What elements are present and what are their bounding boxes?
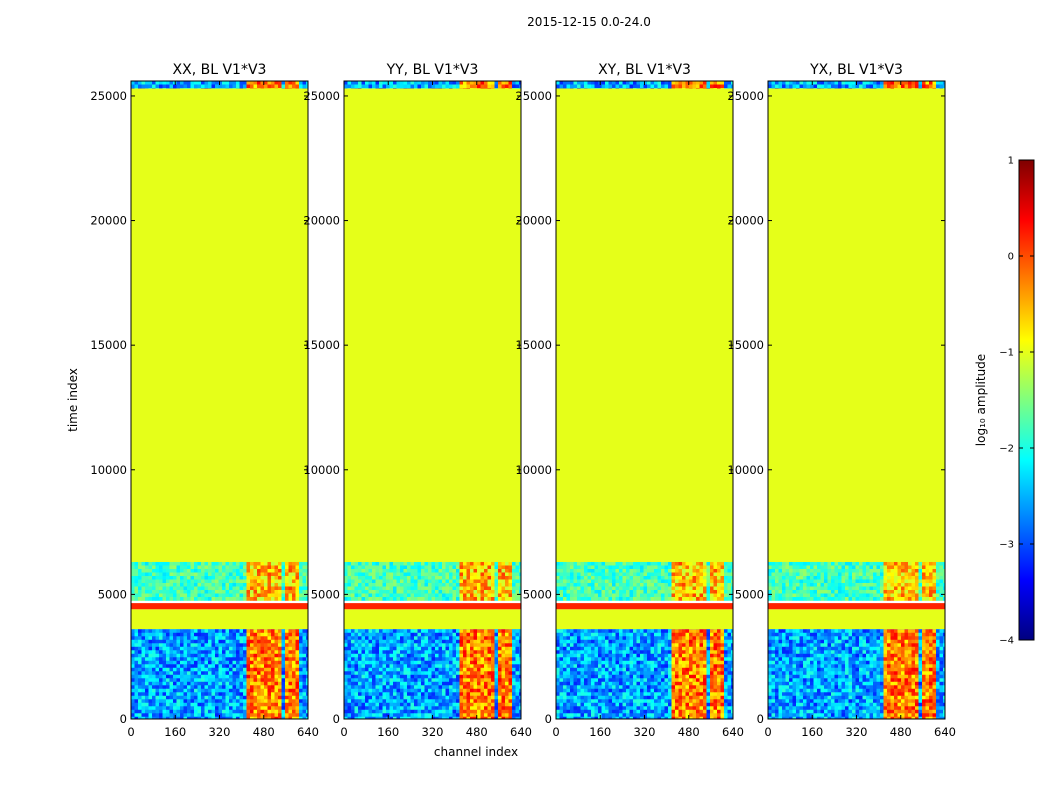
y-tick-label: 25000 — [303, 89, 340, 103]
x-tick-label: 0 — [764, 725, 771, 739]
x-tick-label: 320 — [846, 725, 868, 739]
x-tick-label: 480 — [678, 725, 700, 739]
x-tick-label: 640 — [934, 725, 956, 739]
heatmap-region — [131, 603, 308, 610]
y-tick-label: 25000 — [90, 89, 127, 103]
heatmap-region — [344, 88, 521, 562]
heatmap-region — [344, 609, 521, 630]
y-tick-label: 5000 — [523, 587, 552, 601]
heatmap-panel: YX, BL V1*V3 0 160 320 480 640 0 5000 10000 15000… — [727, 62, 956, 739]
colorbar: 1 0 −1 −2 −3 −4 log₁₀ amplitude — [974, 156, 1035, 647]
y-tick-label: 20000 — [515, 214, 552, 228]
y-tick-label: 0 — [333, 712, 340, 726]
x-tick-label: 480 — [253, 725, 275, 739]
colorbar-tick-label: −4 — [999, 636, 1014, 647]
heatmap-panel: YY, BL V1*V3 0 160 320 480 640 0 5000 10000 15000… — [303, 62, 532, 739]
heatmap-image — [344, 81, 521, 719]
colorbar-tick-label: −3 — [999, 540, 1014, 551]
colorbar-gradient — [1018, 159, 1035, 641]
heatmap-image — [556, 81, 733, 719]
y-tick-label: 5000 — [735, 587, 764, 601]
colorbar-label: log₁₀ amplitude — [974, 354, 988, 446]
x-tick-label: 480 — [890, 725, 912, 739]
colorbar-tick-label: 0 — [1008, 252, 1014, 263]
y-tick-label: 15000 — [303, 338, 340, 352]
colorbar-ticks: 1 0 −1 −2 −3 −4 — [999, 156, 1034, 647]
panel-title: XY, BL V1*V3 — [598, 62, 691, 78]
panel-title: YX, BL V1*V3 — [809, 62, 903, 78]
y-tick-label: 10000 — [303, 463, 340, 477]
x-tick-label: 320 — [634, 725, 656, 739]
heatmap-region — [556, 88, 733, 562]
colorbar-tick-label: −2 — [999, 444, 1014, 455]
x-tick-label: 160 — [377, 725, 399, 739]
y-tick-label: 15000 — [90, 338, 127, 352]
x-tick-label: 160 — [589, 725, 611, 739]
y-tick-label: 0 — [545, 712, 552, 726]
y-tick-label: 0 — [757, 712, 764, 726]
heatmap-region — [131, 609, 308, 630]
heatmap-region — [768, 88, 945, 562]
y-tick-label: 25000 — [727, 89, 764, 103]
x-tick-label: 640 — [722, 725, 744, 739]
y-tick-label: 15000 — [515, 338, 552, 352]
heatmap-region — [556, 603, 733, 610]
y-tick-label: 20000 — [303, 214, 340, 228]
heatmap-region — [131, 88, 308, 562]
x-tick-label: 0 — [552, 725, 559, 739]
y-axis-label: time index — [66, 368, 80, 432]
x-tick-label: 160 — [801, 725, 823, 739]
y-tick-label: 20000 — [727, 214, 764, 228]
y-tick-label: 25000 — [515, 89, 552, 103]
heatmap-region — [768, 609, 945, 630]
x-tick-label: 640 — [297, 725, 319, 739]
figure-suptitle: 2015-12-15 0.0-24.0 — [527, 15, 651, 29]
y-tick-label: 10000 — [90, 463, 127, 477]
y-tick-label: 5000 — [98, 587, 127, 601]
heatmap-panel: XY, BL V1*V3 0 160 320 480 640 0 5000 10000 15000… — [515, 62, 744, 739]
heatmap-region — [344, 603, 521, 610]
y-tick-label: 20000 — [90, 214, 127, 228]
y-tick-label: 0 — [120, 712, 127, 726]
heatmap-panel: XX, BL V1*V3 0 160 320 480 640 0 5000 10000 15000… — [90, 62, 319, 739]
panel-title: XX, BL V1*V3 — [173, 62, 267, 78]
x-tick-label: 160 — [164, 725, 186, 739]
x-tick-label: 0 — [340, 725, 347, 739]
panels: XX, BL V1*V3 0 160 320 480 640 0 5000 10000 15000… — [90, 62, 956, 739]
colorbar-tick-label: −1 — [999, 348, 1014, 359]
x-tick-label: 0 — [127, 725, 134, 739]
heatmap-image — [768, 81, 945, 719]
panel-title: YY, BL V1*V3 — [386, 62, 479, 78]
x-tick-label: 480 — [466, 725, 488, 739]
x-tick-label: 320 — [422, 725, 444, 739]
colorbar-tick-label: 1 — [1008, 156, 1014, 167]
heatmap-image — [131, 81, 308, 719]
heatmap-region — [768, 603, 945, 610]
heatmap-region — [556, 609, 733, 630]
y-tick-label: 10000 — [515, 463, 552, 477]
y-tick-label: 15000 — [727, 338, 764, 352]
y-tick-label: 10000 — [727, 463, 764, 477]
x-axis-label: channel index — [434, 745, 518, 759]
y-tick-label: 5000 — [311, 587, 340, 601]
x-tick-label: 640 — [510, 725, 532, 739]
x-tick-label: 320 — [209, 725, 231, 739]
